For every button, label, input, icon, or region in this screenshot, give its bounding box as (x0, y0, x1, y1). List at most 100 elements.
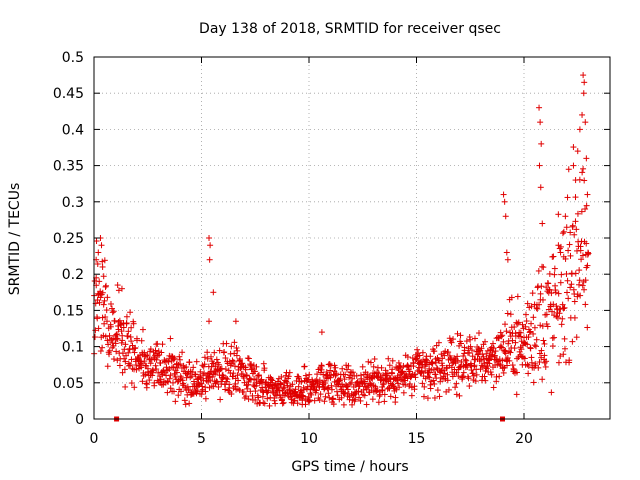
data-point (496, 356, 503, 363)
outlier-point (576, 126, 583, 133)
data-point (228, 343, 235, 350)
data-point (106, 351, 113, 358)
data-point (533, 336, 540, 343)
data-point (497, 343, 504, 350)
data-point (286, 369, 293, 376)
data-point (255, 394, 262, 401)
data-point (190, 364, 197, 371)
data-point (311, 397, 318, 404)
data-point (244, 385, 251, 392)
data-point (253, 376, 260, 383)
data-point (143, 380, 150, 387)
data-point (373, 388, 380, 395)
data-point (362, 383, 369, 390)
data-point (283, 378, 290, 385)
data-point (243, 372, 250, 379)
outlier-point (557, 249, 564, 256)
data-point (212, 363, 219, 370)
outlier-point (502, 213, 509, 220)
data-point (101, 297, 108, 304)
data-point (438, 351, 445, 358)
data-point (321, 386, 328, 393)
data-point (268, 375, 275, 382)
y-tick-label: 0.35 (53, 159, 84, 175)
data-point (230, 370, 237, 377)
data-point (560, 305, 567, 312)
data-point (393, 377, 400, 384)
outlier-point (232, 318, 239, 325)
data-point (327, 374, 334, 381)
data-point (493, 373, 500, 380)
data-point (497, 329, 504, 336)
data-point (165, 358, 172, 365)
data-point (322, 380, 329, 387)
data-point (332, 372, 339, 379)
data-point (467, 336, 474, 343)
data-point (482, 377, 489, 384)
data-point (97, 348, 104, 355)
data-point (565, 295, 572, 302)
data-point (265, 387, 272, 394)
data-point (105, 341, 112, 348)
data-point (215, 361, 222, 368)
data-point (115, 326, 122, 333)
data-point (550, 253, 557, 260)
data-point (560, 351, 567, 358)
data-point (122, 341, 129, 348)
outlier-point (210, 289, 217, 296)
outlier-point (538, 140, 545, 147)
data-point (381, 398, 388, 405)
data-point (576, 281, 583, 288)
data-point (237, 356, 244, 363)
data-point (222, 354, 229, 361)
data-point (558, 271, 565, 278)
data-point (572, 218, 579, 225)
data-point (509, 362, 516, 369)
data-point (292, 386, 299, 393)
data-point (193, 358, 200, 365)
data-point (322, 393, 329, 400)
data-point (410, 360, 417, 367)
data-point (197, 368, 204, 375)
data-point (280, 385, 287, 392)
data-point (99, 258, 106, 265)
data-point (217, 396, 224, 403)
data-point (353, 372, 360, 379)
data-point (208, 363, 215, 370)
y-tick-label: 0.1 (62, 340, 84, 356)
data-point (579, 282, 586, 289)
data-point (462, 356, 469, 363)
data-point (316, 397, 323, 404)
data-point (443, 365, 450, 372)
data-point (271, 397, 278, 404)
x-tick-label: 5 (197, 431, 206, 447)
data-point (159, 341, 166, 348)
data-point (567, 229, 574, 236)
data-point (107, 323, 114, 330)
data-point (119, 350, 126, 357)
outlier-point (501, 198, 508, 205)
x-tick-label: 10 (300, 431, 318, 447)
data-point (511, 345, 518, 352)
data-point (123, 313, 130, 320)
data-point (441, 370, 448, 377)
data-point (561, 304, 568, 311)
data-point (202, 395, 209, 402)
data-point (192, 371, 199, 378)
data-point (308, 391, 315, 398)
data-point (404, 362, 411, 369)
data-point (103, 318, 110, 325)
data-point (229, 357, 236, 364)
data-point (381, 391, 388, 398)
y-tick-label: 0.05 (53, 376, 84, 392)
data-point (365, 358, 372, 365)
data-point (562, 213, 569, 220)
outlier-point (95, 249, 102, 256)
data-point (389, 366, 396, 373)
data-point (207, 377, 214, 384)
data-point (464, 363, 471, 370)
data-point (203, 377, 210, 384)
data-point (426, 374, 433, 381)
data-point (577, 292, 584, 299)
data-point (209, 374, 216, 381)
